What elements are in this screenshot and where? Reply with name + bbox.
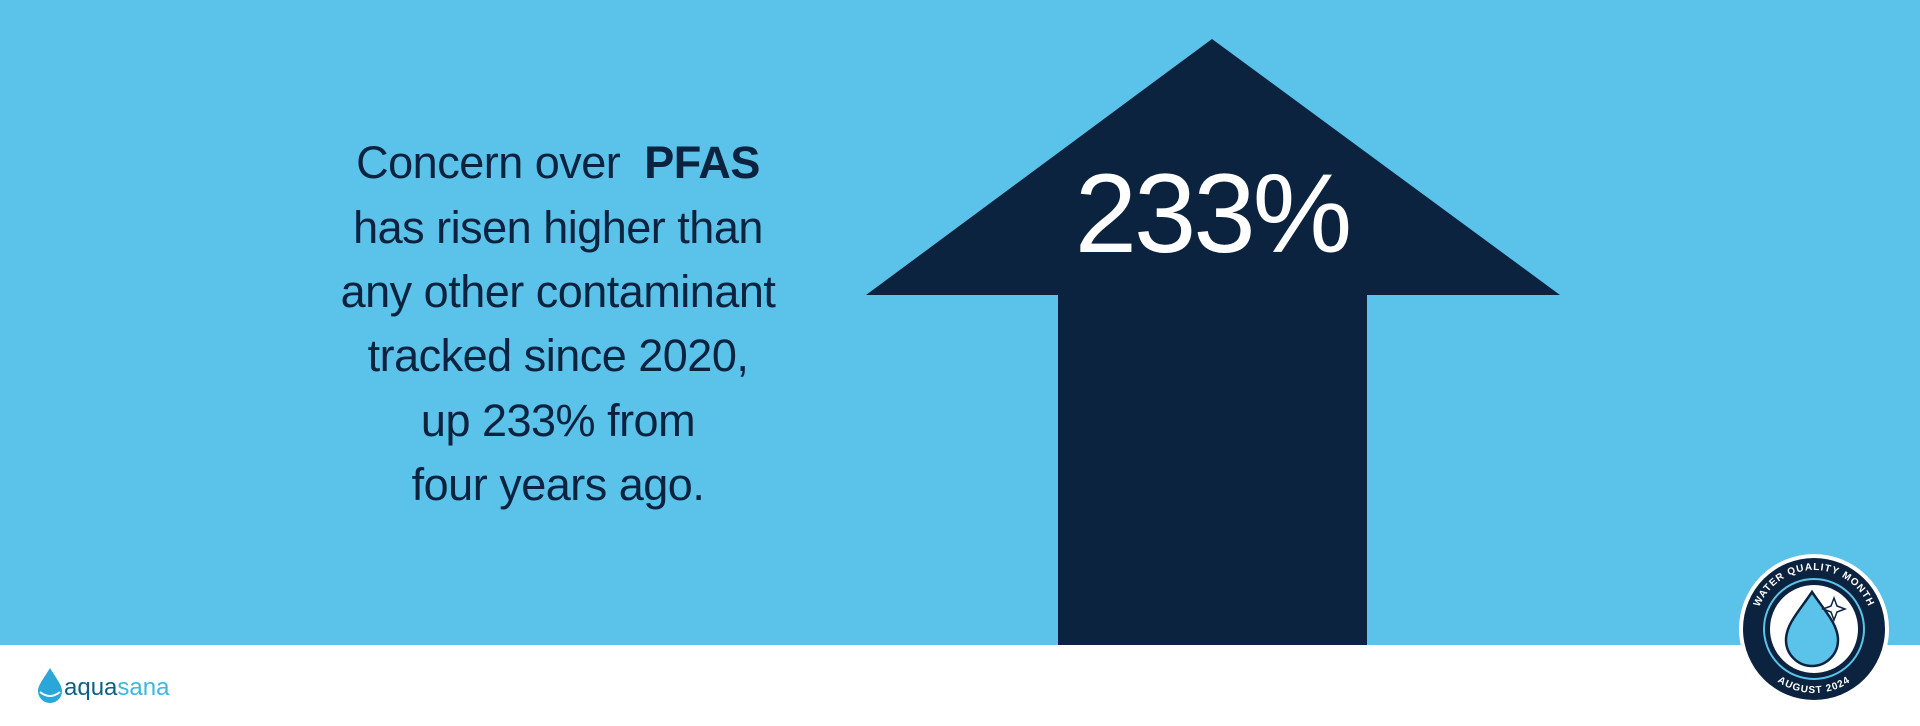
stat-value: 233%	[1075, 151, 1349, 276]
headline-line: has risen higher than	[353, 202, 763, 253]
badge-inner-ring	[1763, 578, 1865, 680]
badge: WATER QUALITY MONTH AUGUST 2024	[1739, 554, 1889, 704]
headline-emphasis: PFAS	[644, 137, 760, 188]
logo: aquasana	[38, 668, 170, 703]
headline-line: up 233% from	[421, 395, 695, 446]
logo-second: sana	[117, 674, 170, 701]
logo-first: aqua	[64, 674, 118, 701]
headline: Concern over PFAS has risen higher than …	[341, 137, 777, 510]
logo-wave	[39, 691, 61, 697]
footer-band	[0, 645, 1920, 726]
headline-line: tracked since 2020,	[368, 330, 749, 381]
background-panel	[0, 0, 1920, 645]
headline-line: Concern over PFAS	[356, 137, 760, 188]
headline-lead: Concern over	[356, 137, 621, 188]
headline-line: any other contaminant	[341, 266, 777, 317]
logo-text: aquasana	[64, 674, 170, 701]
badge-sparkle	[1820, 595, 1848, 623]
up-arrow	[866, 39, 1560, 645]
headline-line: four years ago.	[412, 459, 705, 510]
